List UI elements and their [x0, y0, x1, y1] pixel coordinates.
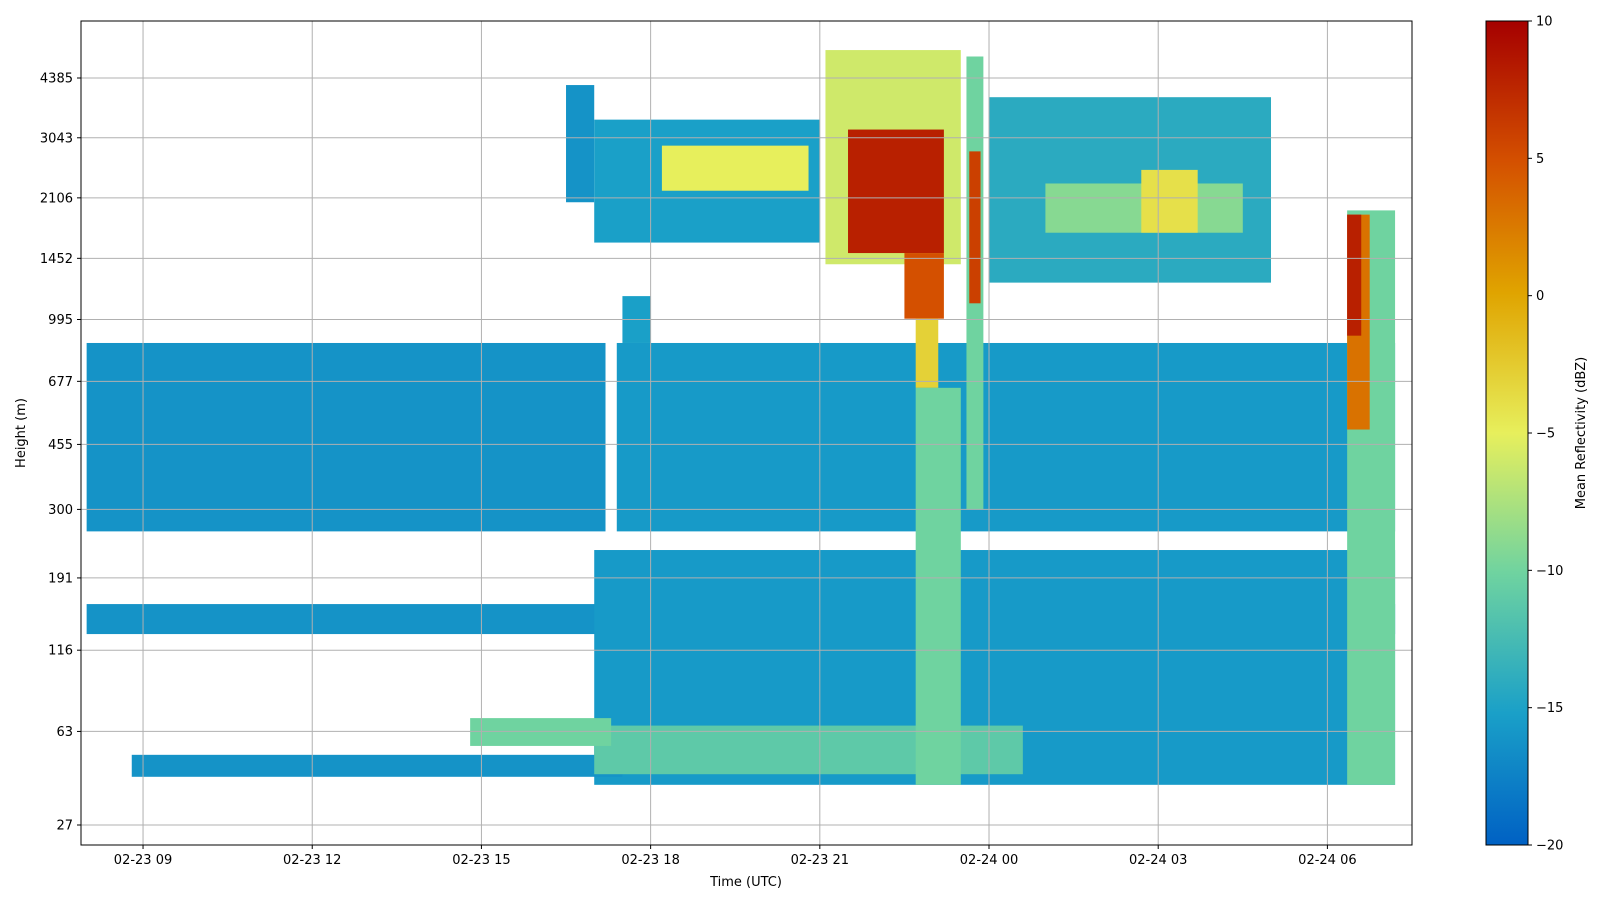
colorbar-tick-label: −20: [1536, 839, 1563, 854]
colorbar-tick-label: −10: [1536, 564, 1563, 579]
colorbar-tick-label: −5: [1536, 427, 1555, 442]
colorbar-label: Mean Reflectivity (dBZ): [1574, 357, 1589, 510]
colorbar-tick-label: −15: [1536, 701, 1563, 716]
x-tick-label: 02-24 06: [1298, 853, 1356, 868]
x-tick-label: 02-23 18: [621, 853, 679, 868]
heatmap-region-8: [566, 85, 595, 203]
heatmap-region-15: [848, 129, 944, 254]
x-tick-label: 02-24 00: [960, 853, 1018, 868]
y-tick-label: 300: [48, 503, 73, 518]
colorbar-ticks: 10 5 0 −5 −10 −15 −20: [1528, 15, 1563, 854]
grid-lines: [81, 21, 1412, 845]
heatmap-region-18: [915, 387, 961, 785]
heatmap-region-23: [1347, 214, 1362, 336]
y-tick-label: 455: [48, 438, 73, 453]
heatmap-region-20: [969, 151, 981, 304]
heatmap-region-1: [616, 342, 1396, 532]
y-tick-label: 116: [48, 644, 73, 659]
x-tick-label: 02-23 09: [114, 853, 172, 868]
y-tick-label: 3043: [40, 131, 73, 146]
heatmap-region-0: [86, 342, 606, 532]
colorbar: [1485, 20, 1529, 846]
colorbar-tick-label: 10: [1536, 15, 1553, 30]
x-tick-label: 02-23 21: [791, 853, 849, 868]
y-tick-label: 995: [48, 313, 73, 328]
heatmap-region-17: [915, 318, 939, 388]
heatmap-region-16: [904, 253, 944, 319]
y-tick-label: 191: [48, 571, 73, 586]
heatmap-region-7: [470, 718, 612, 746]
y-axis-label: Height (m): [14, 398, 29, 468]
x-tick-label: 02-24 03: [1129, 853, 1187, 868]
colorbar-tick-label: 5: [1536, 152, 1544, 167]
heatmap-region-13: [1141, 169, 1198, 233]
x-tick-label: 02-23 15: [452, 853, 510, 868]
y-axis: 27 63 116 191 300 455 677 995 1452 2106 3043 4385: [40, 72, 81, 834]
y-tick-label: 4385: [40, 72, 73, 87]
y-tick-label: 27: [56, 819, 73, 834]
x-axis-label: Time (UTC): [709, 875, 782, 890]
y-tick-label: 1452: [40, 252, 73, 267]
y-tick-label: 63: [56, 725, 73, 740]
x-tick-label: 02-23 12: [283, 853, 341, 868]
heatmap-region-10: [661, 145, 809, 191]
heatmap-cells: [86, 50, 1396, 785]
y-tick-label: 2106: [40, 191, 73, 206]
heatmap-region-5: [131, 754, 623, 777]
colorbar-tick-label: 0: [1536, 289, 1544, 304]
plot-frame: [80, 20, 1413, 846]
x-axis: 02-23 09 02-23 12 02-23 15 02-23 18 02-23 21…: [114, 845, 1357, 868]
y-tick-label: 677: [48, 375, 73, 390]
